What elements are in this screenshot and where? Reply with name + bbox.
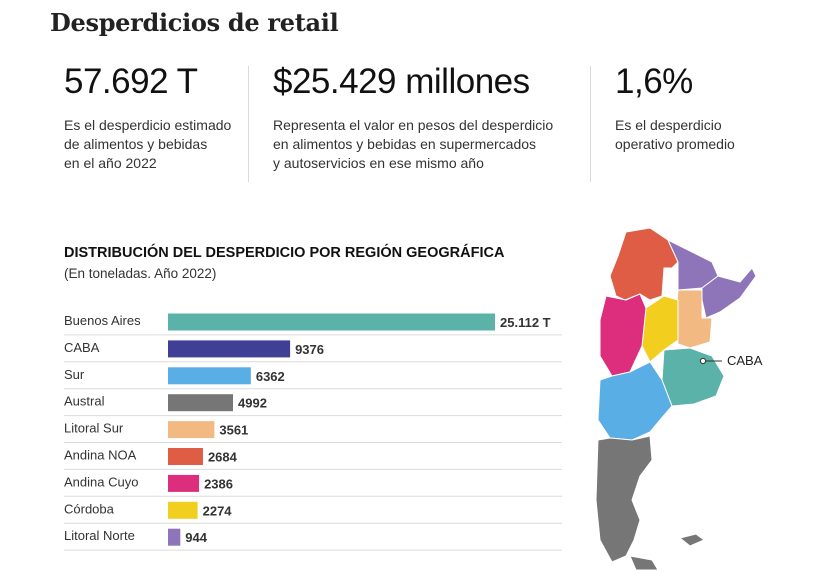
stat-description-line: en alimentos y bebidas en supermercados (273, 136, 537, 152)
stat-value: 57.692 T (64, 62, 198, 101)
stat-divider (590, 66, 591, 182)
map-region-buenos-aires (661, 347, 725, 407)
stat-description-line: y autoservicios en ese mismo año (273, 155, 484, 171)
map-region-austral-tierra-del-fuego (629, 555, 659, 571)
bar (168, 528, 181, 546)
bar (168, 474, 200, 492)
bar-chart: Buenos Aires 25.112 T CABA 9376 Sur 6362 Austr… (64, 313, 562, 551)
category-label: Litoral Norte (64, 528, 135, 543)
map-region-andina-noa (609, 227, 679, 301)
stat-waste-tonnes: 57.692 T Es el desperdicio estimado de a… (64, 62, 231, 173)
stat-description: Es el desperdicio operativo promedio (615, 116, 735, 154)
value-label: 6362 (256, 369, 285, 384)
chart-subtitle: (En toneladas. Año 2022) (64, 266, 217, 281)
stat-description-line: en el año 2022 (64, 155, 157, 171)
map-region-andina-cuyo (599, 293, 647, 377)
value-label: 9376 (295, 342, 324, 357)
stat-description-line: de alimentos y bebidas (64, 136, 208, 152)
category-label: Austral (64, 394, 105, 409)
stat-value: $25.429 millones (273, 62, 530, 101)
map-region-sur (597, 361, 673, 441)
category-label: Córdoba (64, 501, 115, 516)
chart-title: DISTRIBUCIÓN DEL DESPERDICIO POR REGIÓN … (64, 245, 505, 261)
stat-description: Es el desperdicio estimado de alimentos … (64, 116, 231, 173)
category-label: Andina NOA (64, 448, 137, 463)
value-label: 944 (185, 530, 207, 545)
value-label: 25.112 T (500, 315, 551, 330)
stat-description-line: Representa el valor en pesos del desperd… (273, 117, 554, 133)
caba-marker (699, 357, 707, 365)
value-label: 2386 (204, 476, 233, 491)
bar (168, 367, 251, 385)
value-label: 2274 (203, 503, 233, 518)
bar (168, 340, 291, 358)
value-label: 2684 (208, 450, 238, 465)
value-label: 4992 (238, 396, 267, 411)
map-region-litoral-norte-misiones (701, 267, 757, 319)
stat-description-line: Es el desperdicio estimado (64, 117, 232, 133)
bar (168, 501, 198, 519)
map-region-austral (595, 435, 653, 563)
caba-label: CABA (727, 353, 763, 368)
category-label: Sur (64, 367, 85, 382)
stat-waste-value: $25.429 millones Representa el valor en … (273, 62, 553, 173)
bar (168, 394, 234, 412)
stat-value: 1,6% (615, 62, 693, 101)
stat-description: Representa el valor en pesos del desperd… (273, 116, 553, 173)
stat-description-line: operativo promedio (615, 136, 735, 152)
stat-description-line: Es el desperdicio (615, 117, 722, 133)
stat-divider (248, 66, 249, 182)
category-label: Andina Cuyo (64, 474, 138, 489)
bar (168, 313, 495, 331)
map-region-cordoba (641, 295, 679, 363)
page-title: Desperdicios de retail (50, 8, 339, 37)
argentina-region-map: CABA (595, 227, 763, 571)
category-label: Litoral Sur (64, 421, 124, 436)
category-label: CABA (64, 340, 100, 355)
value-label: 3561 (219, 423, 248, 438)
category-label: Buenos Aires (64, 313, 141, 328)
stat-operational-waste: 1,6% Es el desperdicio operativo promedi… (615, 62, 735, 154)
map-region-malvinas (679, 533, 705, 547)
bar (168, 448, 203, 465)
bar (168, 421, 215, 439)
